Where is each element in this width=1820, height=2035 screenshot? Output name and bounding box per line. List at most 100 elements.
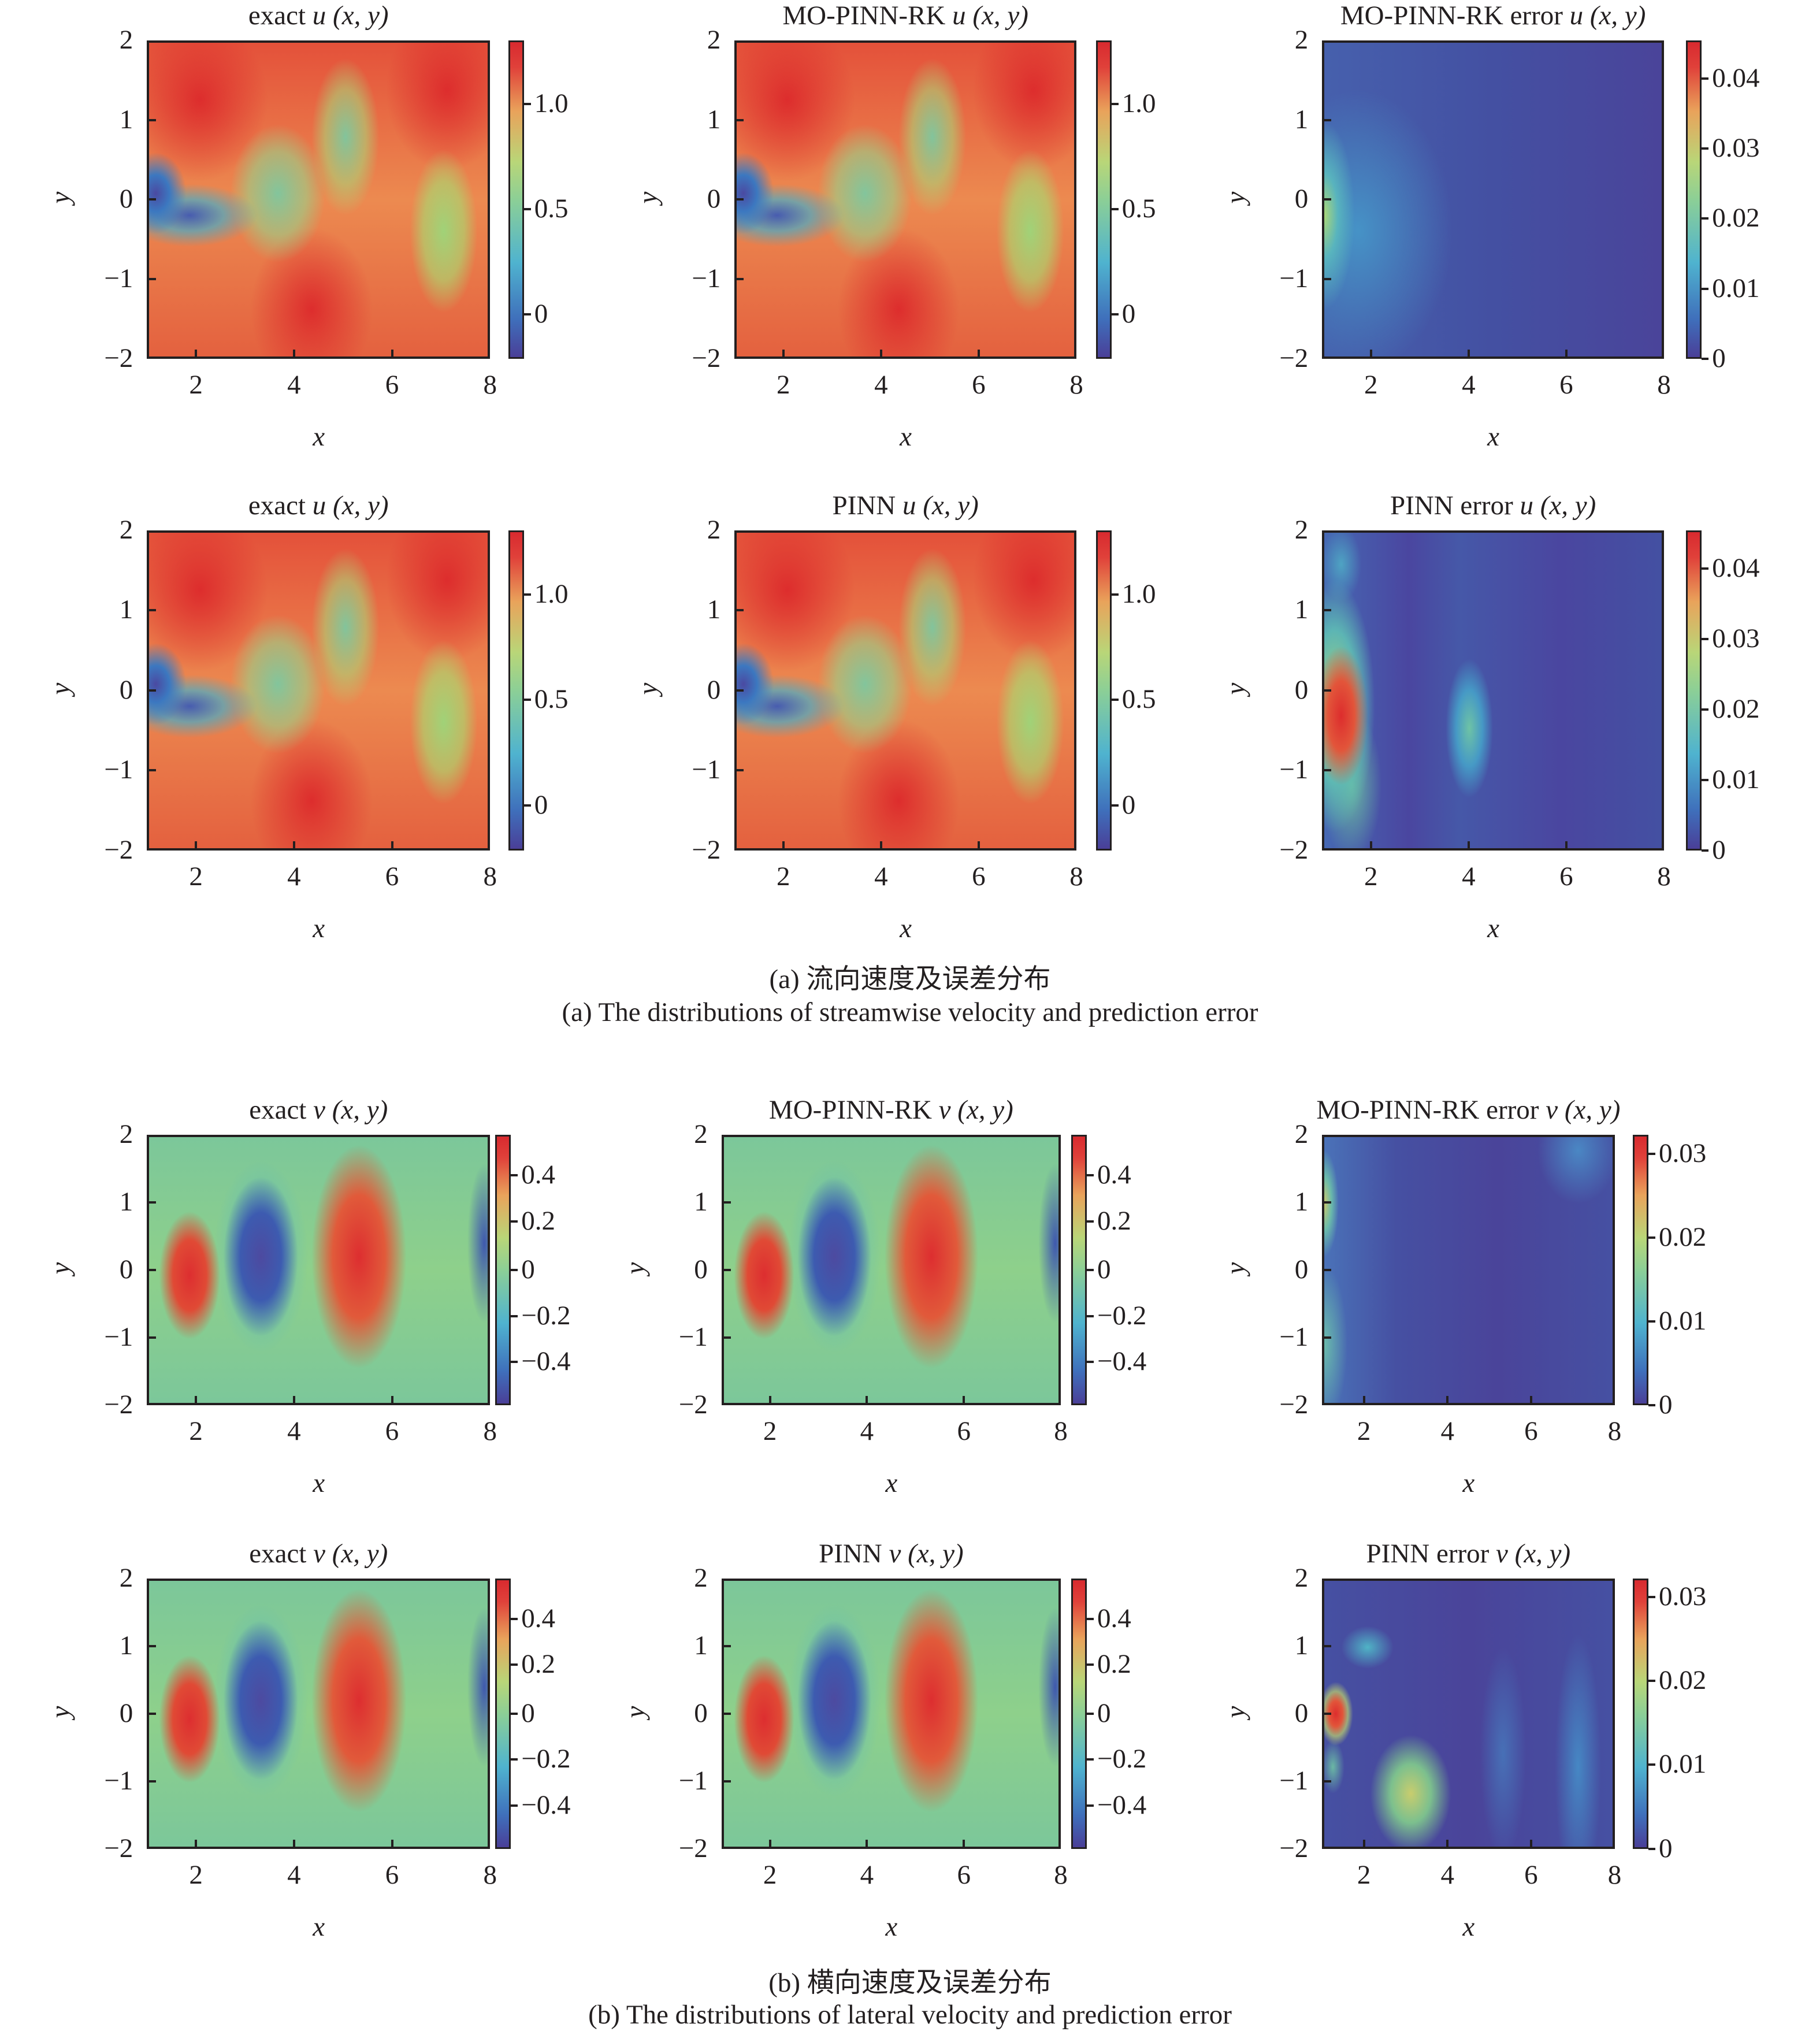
y-tick-label: 0 <box>119 184 133 214</box>
title-variable: u <box>952 0 966 31</box>
colorbar-tick-label: 0.03 <box>1659 1581 1707 1612</box>
x-tick-label: 4 <box>1462 861 1476 892</box>
colorbar-tick-label: 0.2 <box>1097 1206 1131 1236</box>
y-tick-mark <box>1322 609 1332 612</box>
colorbar-tick-label: 0.04 <box>1712 62 1760 93</box>
title-prefix: PINN <box>819 1538 889 1569</box>
y-tick-mark <box>734 769 744 772</box>
y-tick-label: −2 <box>104 1390 133 1420</box>
x-tick-mark <box>1446 1839 1449 1849</box>
y-tick-label: −1 <box>678 1322 708 1353</box>
colorbar-tick-mark <box>1648 1153 1655 1155</box>
x-tick-mark <box>292 1839 295 1849</box>
x-axis-label: x <box>900 422 912 452</box>
x-tick-label: 8 <box>1054 1859 1068 1890</box>
y-tick-label: −1 <box>104 263 133 294</box>
y-tick-mark <box>734 118 744 121</box>
colorbar-tick-mark <box>1648 1763 1655 1766</box>
x-tick-label: 8 <box>483 861 497 892</box>
x-tick-mark <box>391 350 393 359</box>
y-tick-label: 1 <box>694 1630 708 1661</box>
title-variable: v <box>889 1538 901 1569</box>
colorbar-tick-label: 0.03 <box>1712 623 1760 654</box>
x-tick-mark <box>292 841 295 851</box>
x-tick-mark <box>1369 841 1372 851</box>
y-tick-label: 2 <box>694 1119 708 1150</box>
x-tick-label: 4 <box>287 1859 301 1890</box>
y-tick-mark <box>1322 689 1332 692</box>
x-tick-label: 4 <box>287 861 301 892</box>
colorbar-tick-label: 1.0 <box>1121 578 1156 609</box>
colorbar-tick-mark <box>1087 1220 1094 1223</box>
y-tick-mark <box>1322 1336 1332 1339</box>
y-axis-label: y <box>45 682 76 695</box>
x-axis-label: x <box>1487 913 1499 944</box>
colorbar-tick-mark <box>511 1174 518 1177</box>
colorbar-tick-mark <box>1648 1404 1655 1407</box>
panel-title: PINN v (x, y) <box>819 1538 964 1569</box>
title-variable: u <box>1569 0 1584 31</box>
colorbar-tick-label: 0.01 <box>1712 764 1760 794</box>
colorbar-tick-mark <box>1111 207 1119 210</box>
x-axis-label: x <box>313 1468 325 1499</box>
x-tick-mark <box>1565 350 1568 359</box>
y-tick-label: −2 <box>104 834 133 865</box>
x-tick-label: 2 <box>1357 1859 1371 1890</box>
colorbar-tick-label: 0 <box>1712 343 1726 373</box>
y-tick-label: −1 <box>104 1322 133 1353</box>
panel-title: MO-PINN-RK v (x, y) <box>769 1094 1013 1126</box>
colorbar <box>1633 1578 1648 1849</box>
colorbar-tick-label: −0.4 <box>521 1346 571 1377</box>
title-prefix: PINN error <box>1366 1538 1496 1569</box>
x-tick-label: 8 <box>483 1859 497 1890</box>
x-tick-mark <box>195 1396 198 1406</box>
title-variable: v <box>1496 1538 1508 1569</box>
y-tick-label: −1 <box>1279 755 1309 785</box>
x-tick-label: 4 <box>860 1416 874 1447</box>
y-tick-mark <box>734 609 744 612</box>
y-tick-label: −1 <box>692 755 721 785</box>
y-tick-mark <box>1322 1712 1332 1715</box>
x-tick-mark <box>1467 350 1470 359</box>
colorbar-tick-mark <box>1648 1680 1655 1683</box>
colorbar <box>1095 40 1112 359</box>
x-axis-label: x <box>900 913 912 944</box>
colorbar-tick-label: 0.5 <box>534 193 569 224</box>
title-args: (x, y) <box>1507 1538 1571 1569</box>
x-tick-label: 6 <box>385 370 399 400</box>
y-axis-label: y <box>45 1262 76 1275</box>
title-variable: u <box>1520 491 1533 521</box>
y-tick-mark <box>147 1336 157 1339</box>
colorbar-tick-label: −0.2 <box>521 1744 571 1774</box>
colorbar-tick-mark <box>1087 1361 1094 1364</box>
colorbar-tick-label: 0.02 <box>1659 1222 1707 1253</box>
y-tick-label: 0 <box>119 674 133 705</box>
x-tick-mark <box>782 350 785 359</box>
colorbar-tick-mark <box>523 804 531 807</box>
panel-title: exact v (x, y) <box>249 1538 388 1569</box>
y-tick-label: 1 <box>1294 595 1309 625</box>
y-tick-mark <box>147 1780 157 1783</box>
x-tick-label: 4 <box>287 1416 301 1447</box>
x-tick-label: 4 <box>1462 370 1476 400</box>
x-tick-mark <box>1467 841 1470 851</box>
colorbar-tick-label: −0.2 <box>1097 1300 1147 1331</box>
x-axis-label: x <box>313 422 325 452</box>
title-variable: v <box>313 1095 325 1126</box>
colorbar-tick-label: 1.0 <box>534 578 569 609</box>
x-tick-label: 4 <box>1440 1859 1454 1890</box>
y-tick-label: −2 <box>678 1390 708 1420</box>
colorbar-tick-mark <box>511 1663 518 1666</box>
colorbar-tick-mark <box>511 1617 518 1620</box>
y-tick-label: 0 <box>1294 674 1309 705</box>
colorbar-tick-label: 1.0 <box>534 88 569 118</box>
x-axis-label: x <box>885 1911 898 1942</box>
x-tick-label: 4 <box>860 1859 874 1890</box>
x-tick-label: 8 <box>1069 370 1083 400</box>
colorbar-tick-label: 0.03 <box>1659 1138 1707 1168</box>
panel-title: PINN error v (x, y) <box>1366 1538 1571 1569</box>
y-tick-label: 2 <box>119 515 133 545</box>
y-tick-label: 0 <box>1294 1698 1309 1728</box>
y-tick-label: 2 <box>694 1562 708 1593</box>
caption-b-english: (b) The distributions of lateral velocit… <box>588 2000 1232 2030</box>
